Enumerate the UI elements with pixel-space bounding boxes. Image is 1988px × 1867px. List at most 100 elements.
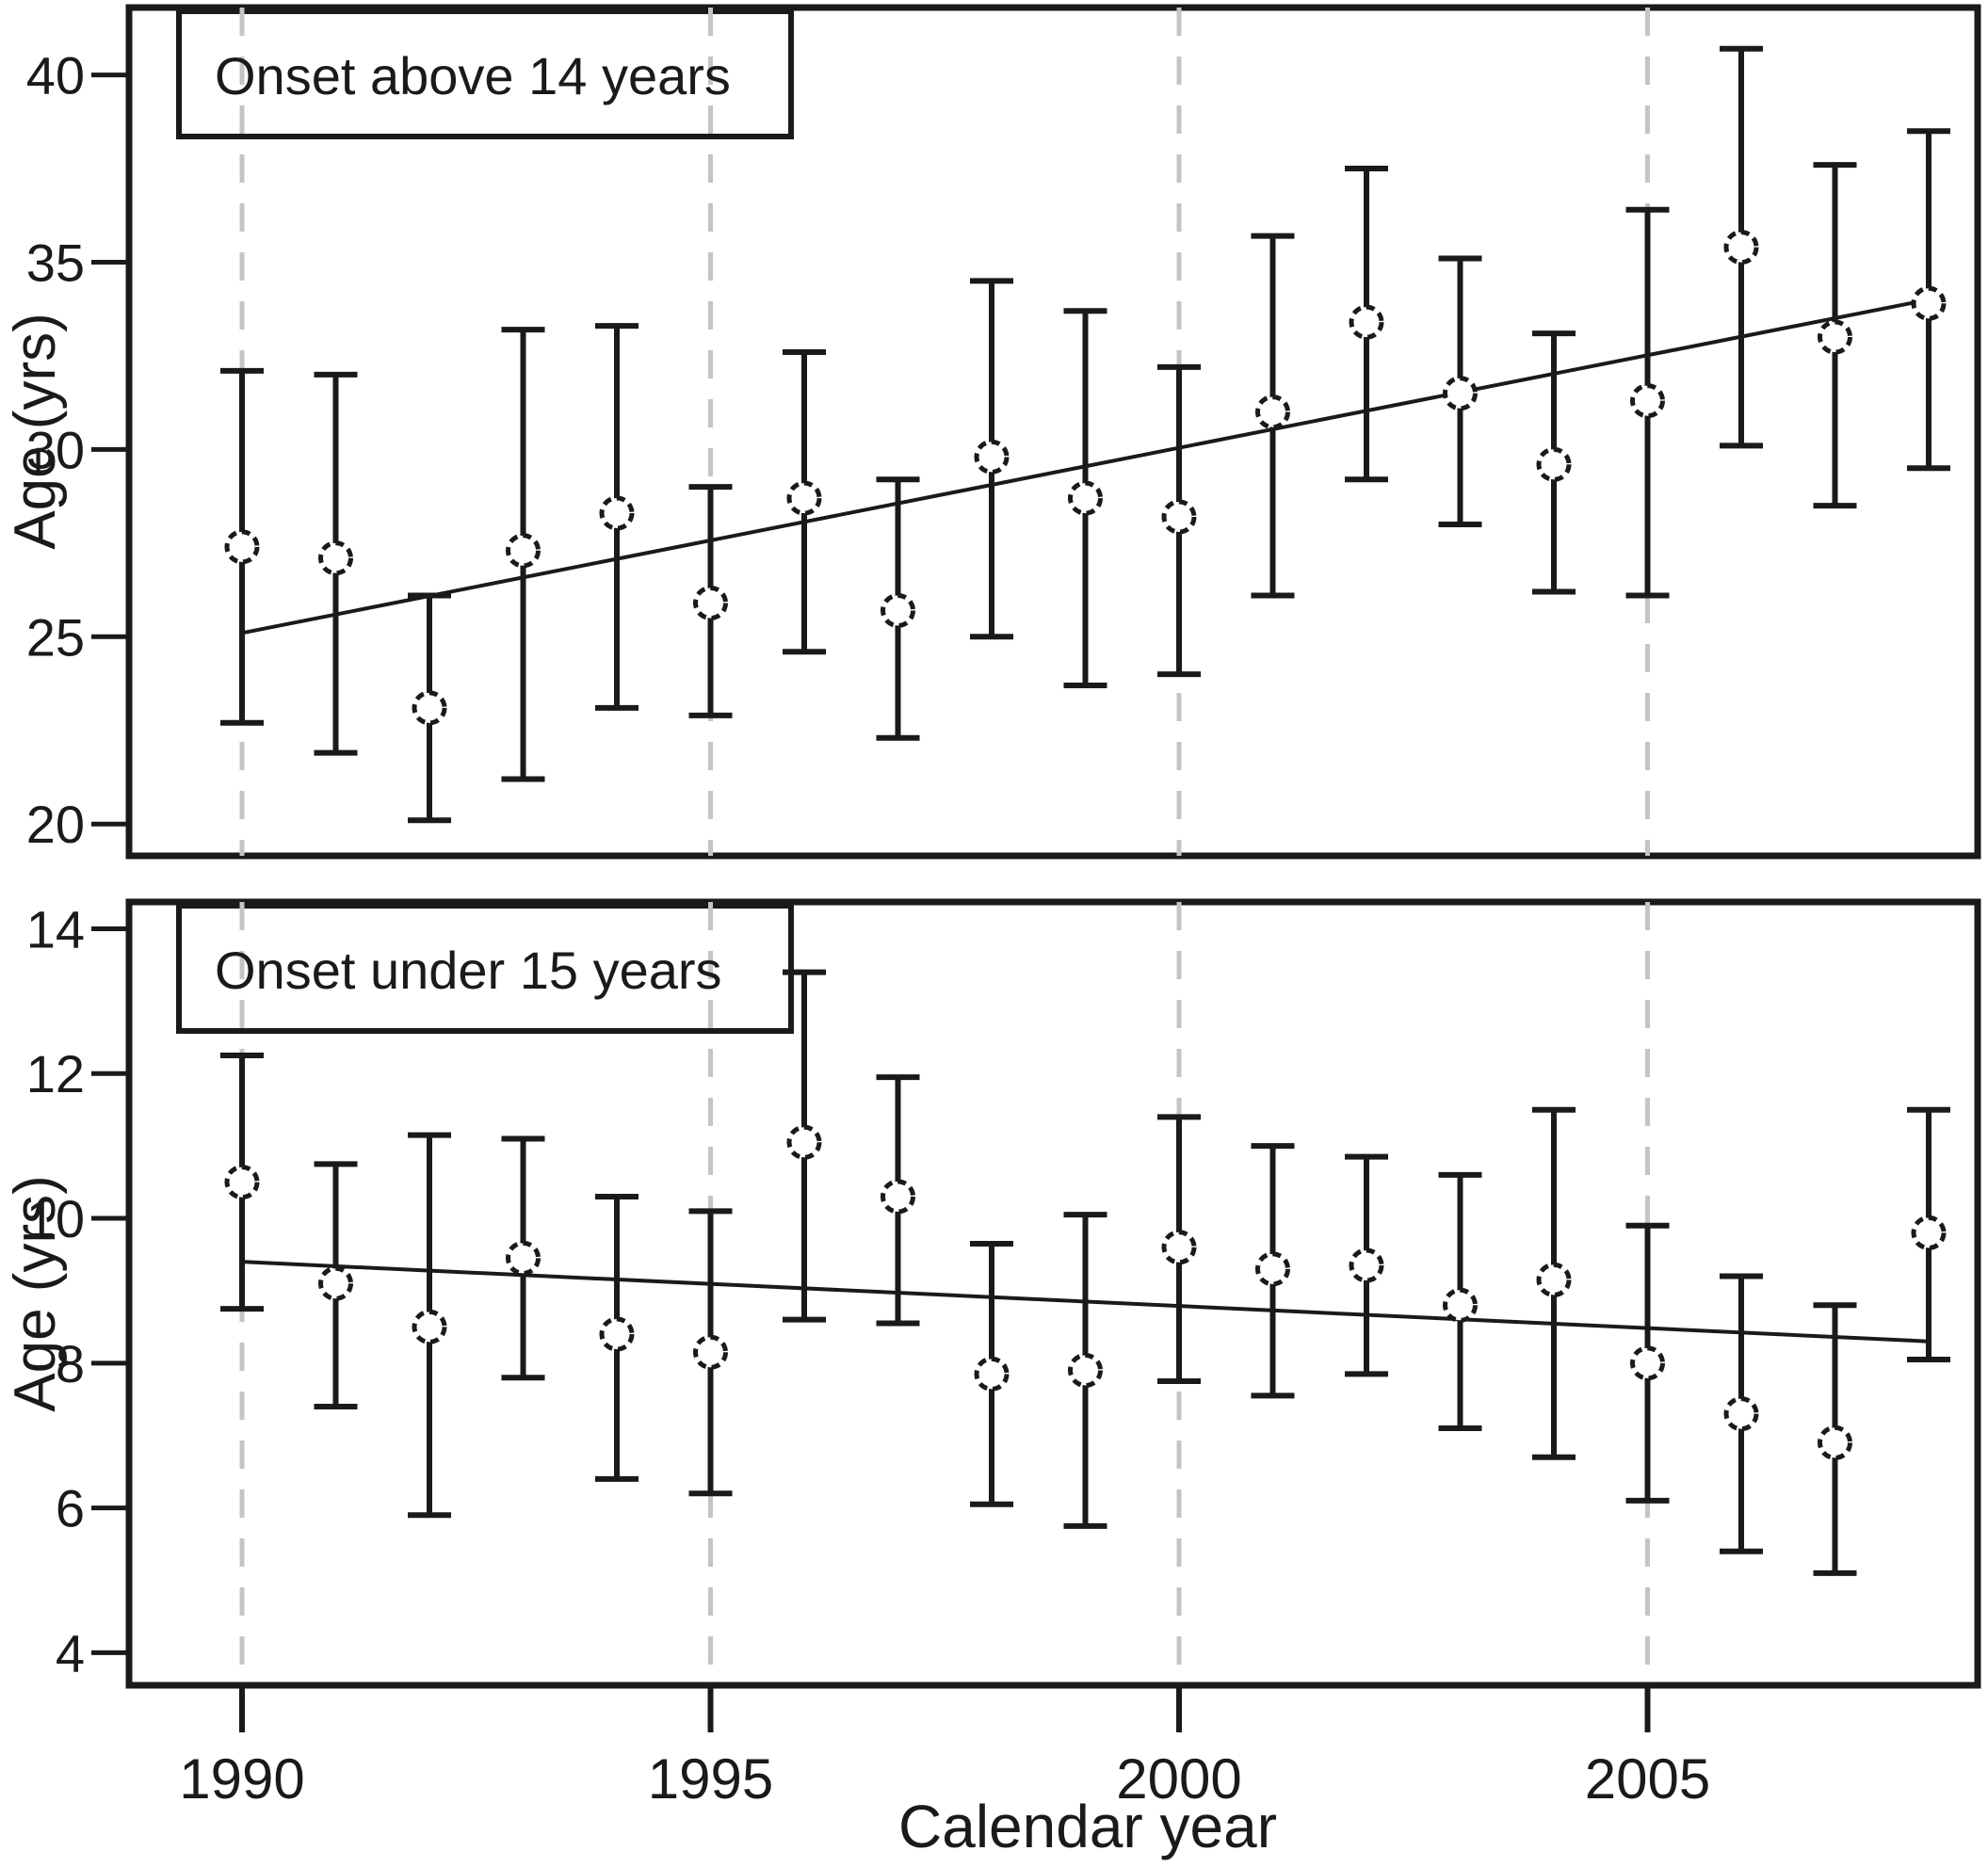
- error-bar-top-1990: [220, 367, 264, 726]
- error-bar-bottom-2000: [1157, 1114, 1201, 1385]
- data-point-bottom-1996: [786, 1124, 822, 1160]
- annotation-label-top: Onset above 14 years: [215, 46, 731, 105]
- data-point-top-1996: [786, 480, 822, 516]
- error-bar-top-2002: [1345, 166, 1388, 483]
- data-point-bottom-1995: [693, 1334, 728, 1370]
- data-point-top-2006: [1723, 230, 1759, 266]
- data-group: [220, 45, 1950, 1576]
- error-bar-top-2004: [1532, 330, 1576, 595]
- error-bar-top-1995: [688, 484, 733, 718]
- data-point-bottom-1991: [318, 1265, 353, 1301]
- data-point-bottom-1999: [1068, 1353, 1103, 1389]
- y-tick-label-bottom-4: 4: [56, 1623, 85, 1682]
- error-bar-top-1998: [970, 278, 1013, 640]
- data-point-top-2007: [1818, 319, 1852, 355]
- data-point-top-2004: [1536, 446, 1572, 482]
- data-point-bottom-2005: [1630, 1345, 1665, 1381]
- error-bar-bottom-1992: [408, 1132, 451, 1519]
- data-point-bottom-2004: [1536, 1262, 1572, 1297]
- y-tick-label-top-40: 40: [26, 46, 85, 105]
- data-point-bottom-2006: [1723, 1396, 1759, 1432]
- data-point-top-1997: [881, 592, 915, 628]
- error-bar-bottom-1999: [1063, 1212, 1107, 1529]
- data-point-top-2005: [1630, 383, 1665, 419]
- error-bar-bottom-1994: [595, 1193, 638, 1482]
- annotation-box-top: [176, 8, 794, 139]
- error-bar-bottom-2003: [1438, 1171, 1482, 1432]
- y-tick-label-top-20: 20: [26, 795, 85, 854]
- error-bar-top-2008: [1907, 128, 1950, 472]
- error-bar-top-2005: [1625, 206, 1670, 599]
- data-point-top-1990: [224, 529, 260, 565]
- error-bar-top-1992: [408, 592, 451, 824]
- data-point-bottom-2000: [1161, 1230, 1197, 1265]
- error-bar-top-1997: [876, 476, 920, 741]
- error-bar-bottom-2004: [1532, 1106, 1576, 1460]
- error-bar-bottom-2001: [1251, 1143, 1295, 1399]
- error-bar-bottom-1997: [876, 1074, 920, 1327]
- data-point-bottom-1992: [412, 1309, 447, 1344]
- error-bar-top-2007: [1813, 162, 1857, 509]
- data-point-bottom-1990: [224, 1165, 260, 1200]
- y-tick-label-top-35: 35: [26, 233, 85, 292]
- x-axis-title: Calendar year: [898, 1793, 1277, 1860]
- data-point-bottom-2008: [1911, 1215, 1947, 1250]
- data-point-bottom-1997: [881, 1179, 915, 1215]
- y-tick-label-top-30: 30: [26, 420, 85, 479]
- error-bar-bottom-2006: [1720, 1273, 1763, 1554]
- annotation-box-bottom: [176, 903, 794, 1034]
- x-tick-label-1995: 1995: [648, 1747, 773, 1811]
- data-point-top-2001: [1255, 394, 1290, 430]
- error-bar-top-2006: [1720, 45, 1763, 449]
- x-tick-label-1990: 1990: [179, 1747, 304, 1811]
- y-tick-label-bottom-12: 12: [26, 1044, 85, 1103]
- error-bar-bottom-1996: [783, 969, 826, 1323]
- y-axis-title-bottom: Age (yrs): [3, 1175, 68, 1411]
- error-bar-top-2003: [1438, 255, 1482, 527]
- data-point-top-1992: [412, 690, 447, 726]
- static-labels-group: Onset above 14 years Onset under 15 year…: [3, 8, 1950, 1860]
- data-point-top-2008: [1911, 285, 1947, 321]
- y-tick-label-bottom-6: 6: [56, 1479, 85, 1538]
- error-bar-top-1993: [501, 327, 545, 782]
- error-bar-top-2001: [1251, 233, 1295, 599]
- y-tick-label-bottom-14: 14: [26, 899, 85, 958]
- error-bar-bottom-1995: [688, 1208, 733, 1497]
- data-point-bottom-2001: [1255, 1251, 1290, 1287]
- error-bar-bottom-2007: [1813, 1302, 1857, 1576]
- error-bar-top-1996: [783, 348, 826, 655]
- annotation-label-bottom: Onset under 15 years: [215, 941, 722, 1000]
- data-point-bottom-2002: [1349, 1247, 1384, 1283]
- data-point-top-1991: [318, 540, 353, 576]
- error-bar-bottom-2002: [1345, 1153, 1388, 1377]
- error-bar-top-1994: [595, 323, 638, 711]
- error-bar-bottom-2005: [1625, 1222, 1670, 1504]
- y-tick-label-bottom-10: 10: [26, 1189, 85, 1248]
- data-point-bottom-1998: [974, 1356, 1010, 1392]
- error-bar-top-1991: [314, 371, 358, 756]
- error-bar-top-1999: [1063, 308, 1107, 689]
- error-bar-bottom-1990: [220, 1053, 264, 1312]
- error-bar-bottom-1991: [314, 1161, 358, 1409]
- data-point-top-2002: [1349, 304, 1384, 340]
- data-point-top-1995: [693, 585, 728, 620]
- data-point-top-2000: [1161, 499, 1197, 535]
- x-tick-label-2005: 2005: [1585, 1747, 1710, 1811]
- data-point-top-1994: [599, 495, 635, 531]
- x-tick-label-2000: 2000: [1116, 1747, 1241, 1811]
- data-point-bottom-1993: [506, 1240, 541, 1276]
- error-bar-bottom-2008: [1907, 1106, 1950, 1362]
- y-tick-label-bottom-8: 8: [56, 1334, 85, 1393]
- y-tick-label-top-25: 25: [26, 607, 85, 667]
- error-bar-bottom-1998: [970, 1240, 1013, 1507]
- error-bar-bottom-1993: [501, 1135, 545, 1381]
- data-point-bottom-2003: [1443, 1287, 1478, 1323]
- data-point-top-1999: [1068, 480, 1103, 516]
- data-point-top-2003: [1443, 376, 1478, 411]
- data-point-bottom-1994: [599, 1316, 635, 1352]
- error-bar-top-2000: [1157, 363, 1201, 678]
- data-point-top-1998: [974, 439, 1010, 475]
- data-point-top-1993: [506, 533, 541, 569]
